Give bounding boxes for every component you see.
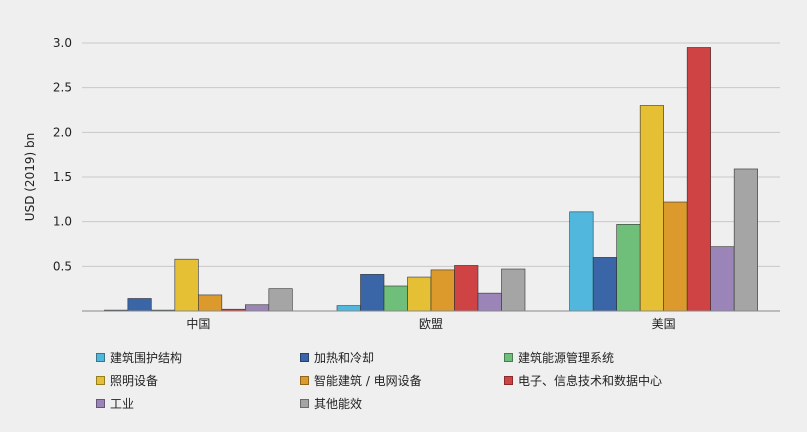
y-axis-ticks: 3.0 2.5 2.0 1.5 1.0 0.5 (53, 36, 72, 273)
bar (616, 224, 641, 312)
bar (336, 305, 361, 312)
bar (454, 265, 479, 312)
bars (104, 47, 758, 312)
bar (407, 276, 432, 312)
x-axis-categories: 中国 欧盟 美国 (186, 316, 675, 331)
legend-label: 照明设备 (110, 373, 159, 388)
bar (268, 288, 293, 312)
bar (639, 105, 664, 312)
legend-item: 建筑能源管理系统 (504, 348, 764, 366)
bar (174, 258, 199, 312)
legend-item: 工业 (96, 394, 300, 412)
y-tick-label: 3.0 (53, 36, 72, 50)
legend-item: 智能建筑 / 电网设备 (300, 371, 504, 389)
bar (710, 246, 735, 312)
x-category-label: 欧盟 (419, 317, 443, 331)
bar (592, 257, 617, 312)
bar (663, 201, 688, 312)
x-category-label: 中国 (186, 316, 210, 331)
legend-item: 照明设备 (96, 371, 300, 389)
legend-swatch (300, 375, 309, 385)
y-tick-label: 0.5 (53, 259, 72, 273)
legend-swatch (300, 352, 309, 362)
bar (733, 168, 758, 312)
legend-swatch (300, 398, 309, 408)
bar (686, 47, 711, 312)
legend-label: 工业 (110, 396, 135, 411)
legend-item: 电子、信息技术和数据中心 (504, 371, 764, 389)
legend-label: 电子、信息技术和数据中心 (518, 373, 663, 388)
bar-chart: 3.0 2.5 2.0 1.5 1.0 0.5 中国 欧盟 美国 USD (2019) bn (23, 36, 780, 331)
legend-swatch (504, 352, 513, 362)
legend-swatch (96, 352, 105, 362)
legend-swatch (96, 375, 105, 385)
legend-item: 加热和冷却 (300, 348, 504, 366)
bar (198, 294, 223, 312)
y-tick-label: 2.5 (53, 81, 72, 95)
y-tick-label: 1.0 (53, 215, 72, 229)
legend: 建筑围护结构 加热和冷却 建筑能源管理系统照明设备 智能建筑 / 电网设备 电子、信息技… (96, 348, 796, 412)
bar (430, 269, 455, 312)
bar (569, 211, 594, 312)
x-category-label: 美国 (652, 317, 676, 331)
legend-label: 加热和冷却 (314, 350, 375, 365)
legend-item: 建筑围护结构 (96, 348, 300, 366)
bar (501, 268, 526, 312)
bar (360, 274, 385, 312)
y-tick-label: 1.5 (53, 170, 72, 184)
bar (245, 304, 270, 312)
legend-label: 建筑围护结构 (110, 350, 183, 365)
bar (383, 285, 408, 312)
y-axis-label: USD (2019) bn (23, 133, 37, 221)
bar (127, 298, 152, 312)
legend-label: 其他能效 (314, 396, 363, 411)
legend-label: 智能建筑 / 电网设备 (314, 373, 422, 388)
y-tick-label: 2.0 (53, 125, 72, 139)
legend-swatch (96, 398, 105, 408)
legend-swatch (504, 375, 513, 385)
bar (477, 292, 502, 312)
legend-item: 其他能效 (300, 394, 504, 412)
legend-label: 建筑能源管理系统 (518, 350, 615, 365)
